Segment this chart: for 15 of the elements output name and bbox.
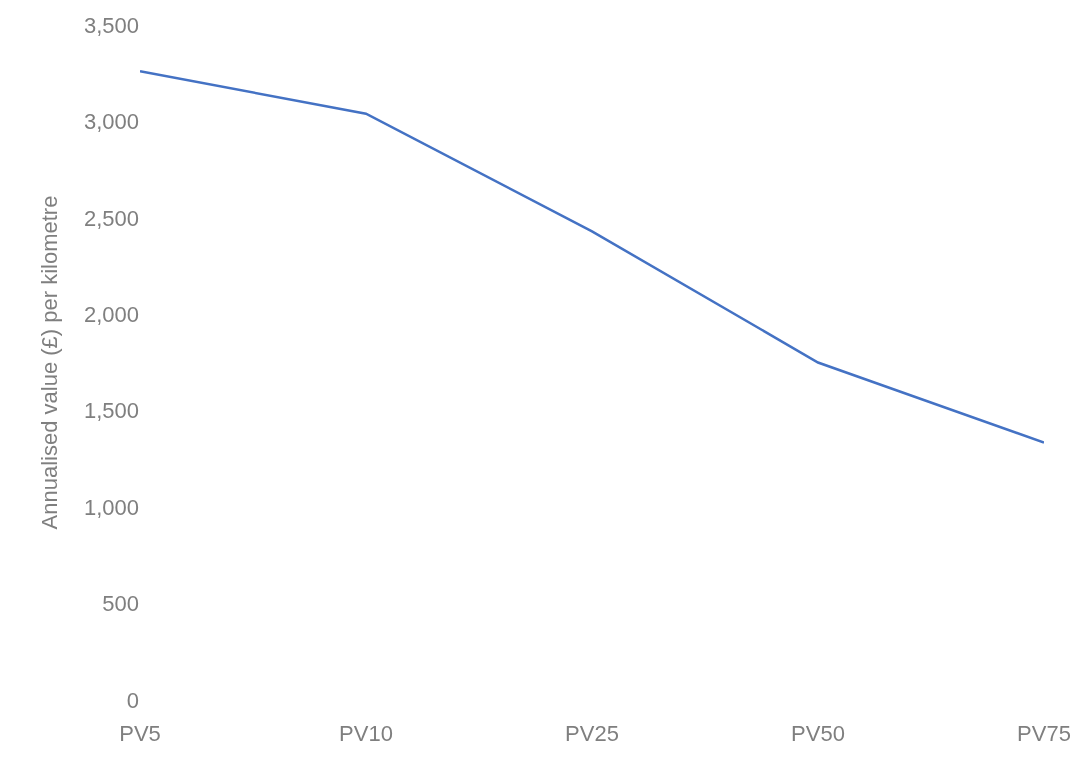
y-tick-label: 1,000 — [83, 494, 139, 520]
y-tick-label: 500 — [102, 591, 139, 617]
x-tick-label: PV10 — [339, 721, 393, 746]
x-tick-label: PV50 — [791, 721, 845, 746]
line-series — [140, 70, 1044, 444]
x-tick-label: PV75 — [1017, 721, 1071, 746]
y-tick-label: 0 — [126, 687, 139, 713]
y-tick-label: 2,500 — [83, 205, 139, 231]
x-tick-label: PV5 — [119, 721, 161, 746]
y-tick-label: 3,000 — [83, 109, 139, 135]
y-tick-label: 3,500 — [83, 12, 139, 38]
y-tick-label: 1,500 — [83, 398, 139, 424]
y-tick-label: 2,000 — [83, 301, 139, 327]
y-axis-title: Annualised value (£) per kilometre — [36, 195, 62, 530]
x-tick-label: PV25 — [565, 721, 619, 746]
